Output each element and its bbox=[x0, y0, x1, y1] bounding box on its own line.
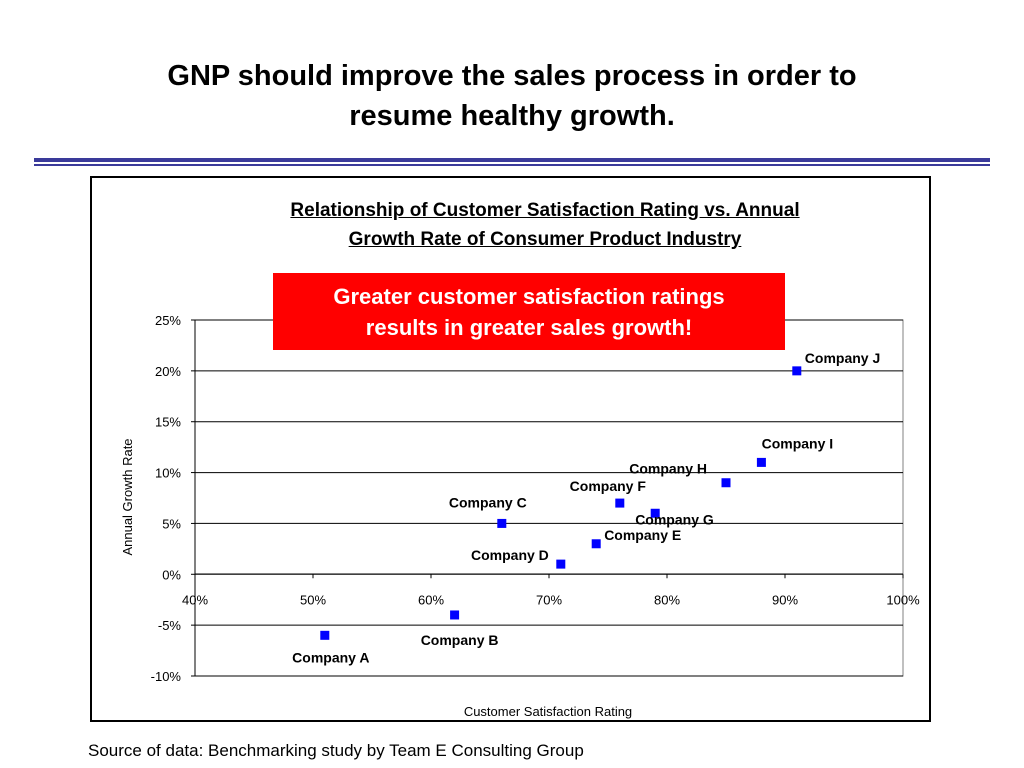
callout-line2: results in greater sales growth! bbox=[365, 315, 693, 340]
x-tick-label: 60% bbox=[418, 592, 444, 607]
data-point-label: Company A bbox=[292, 649, 369, 665]
data-point-label: Company B bbox=[421, 632, 499, 648]
data-point-label: Company F bbox=[570, 478, 647, 494]
data-point-label: Company E bbox=[604, 527, 681, 543]
y-tick-label: 15% bbox=[155, 415, 181, 430]
callout-box: Greater customer satisfaction ratings re… bbox=[273, 273, 785, 350]
y-tick-label: 25% bbox=[155, 313, 181, 328]
data-point-marker bbox=[497, 518, 507, 528]
data-point-marker bbox=[792, 366, 802, 376]
data-point-marker bbox=[615, 498, 625, 508]
x-tick-labels: 40% 50% 60% 70% 80% 90% 100% bbox=[182, 574, 920, 607]
x-tick-label: 80% bbox=[654, 592, 680, 607]
data-point-marker bbox=[556, 559, 566, 569]
data-point-label: Company J bbox=[805, 350, 880, 366]
title-divider-thin bbox=[34, 164, 990, 166]
slide-title: GNP should improve the sales process in … bbox=[0, 56, 1024, 136]
chart-title-line1: Relationship of Customer Satisfaction Ra… bbox=[290, 200, 800, 221]
data-point-marker bbox=[320, 630, 330, 640]
y-tick-label: 10% bbox=[155, 466, 181, 481]
data-point-label: Company G bbox=[635, 511, 714, 527]
data-point-label: Company I bbox=[762, 435, 834, 451]
title-divider-thick bbox=[34, 158, 990, 162]
y-tick-label: 20% bbox=[155, 364, 181, 379]
slide-title-line2: resume healthy growth. bbox=[349, 100, 675, 132]
y-tick-label: -10% bbox=[151, 669, 182, 684]
data-point-marker bbox=[756, 457, 766, 467]
source-note: Source of data: Benchmarking study by Te… bbox=[88, 741, 584, 760]
chart-title: Relationship of Customer Satisfaction Ra… bbox=[220, 196, 870, 254]
y-tick-label: -5% bbox=[158, 618, 182, 633]
chart-title-line2: Growth Rate of Consumer Product Industry bbox=[348, 229, 742, 250]
x-tick-label: 50% bbox=[300, 592, 326, 607]
x-tick-label: 100% bbox=[886, 592, 920, 607]
chart-frame bbox=[90, 176, 931, 722]
data-point-marker bbox=[591, 539, 601, 549]
x-tick-label: 70% bbox=[536, 592, 562, 607]
data-point-label: Company H bbox=[629, 461, 707, 477]
x-tick-label: 40% bbox=[182, 592, 208, 607]
callout-line1: Greater customer satisfaction ratings bbox=[333, 284, 725, 309]
data-point-marker bbox=[650, 508, 660, 518]
data-point-marker bbox=[721, 478, 731, 488]
slide-title-line1: GNP should improve the sales process in … bbox=[167, 60, 857, 92]
data-point-label: Company C bbox=[449, 494, 527, 510]
y-tick-label: 0% bbox=[162, 567, 181, 582]
y-axis-label: Annual Growth Rate bbox=[120, 438, 135, 555]
y-tick-label: 5% bbox=[162, 516, 181, 531]
x-tick-label: 90% bbox=[772, 592, 798, 607]
plot-area bbox=[194, 319, 904, 677]
data-points: Company A Company B Company C Company D Comp… bbox=[292, 350, 880, 665]
x-axis-label: Customer Satisfaction Rating bbox=[464, 704, 632, 719]
data-point-marker bbox=[450, 610, 460, 620]
data-point-label: Company D bbox=[471, 547, 549, 563]
y-tick-labels: -10% -5% 0% 5% 10% 15% 20% 25% bbox=[151, 313, 182, 684]
